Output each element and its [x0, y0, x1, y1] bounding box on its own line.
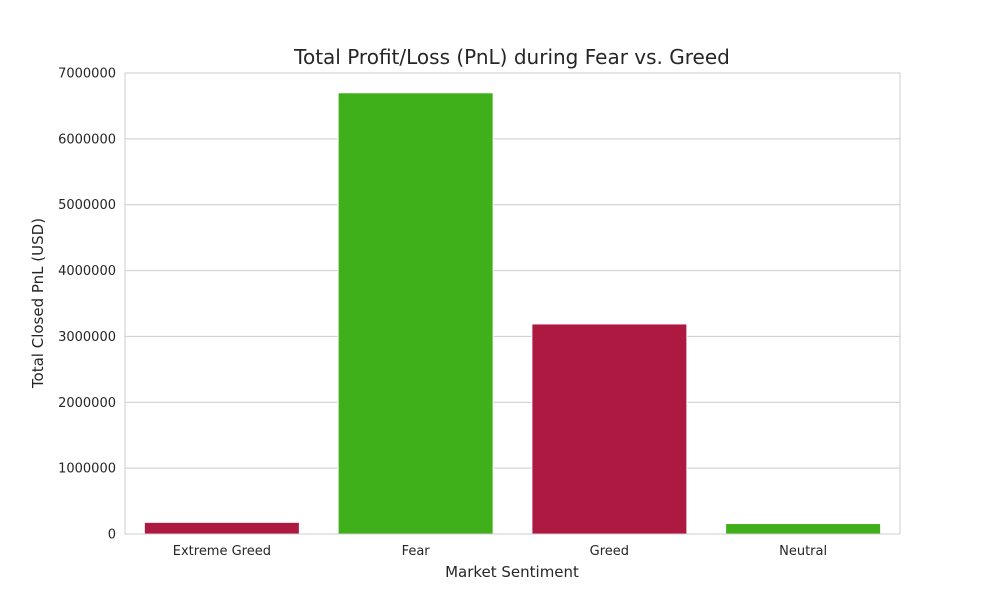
bar-fear — [337, 92, 494, 535]
y-tick-label: 3000000 — [58, 330, 116, 345]
y-tick-label: 5000000 — [58, 198, 116, 213]
bars-layer — [143, 92, 882, 535]
x-tick-label: Fear — [402, 544, 431, 559]
x-axis-ticks: Extreme Greed Fear Greed Neutral — [173, 544, 827, 559]
x-tick-label: Neutral — [779, 544, 827, 559]
y-axis-ticks: 0 1000000 2000000 3000000 4000000 5000000 6000… — [58, 67, 116, 543]
y-tick-label: 7000000 — [58, 67, 116, 82]
plot-frame — [124, 72, 901, 535]
y-tick-label: 1000000 — [58, 462, 116, 477]
y-tick-label: 4000000 — [58, 264, 116, 279]
chart-title: Total Profit/Loss (PnL) during Fear vs. … — [293, 45, 730, 69]
grid-layer — [125, 72, 900, 535]
bar-greed — [531, 323, 688, 535]
bar-extreme-greed — [143, 521, 300, 535]
y-tick-label: 0 — [108, 528, 116, 543]
y-axis-label: Total Closed PnL (USD) — [29, 218, 47, 389]
bar-neutral — [725, 523, 882, 535]
x-tick-label: Greed — [590, 544, 629, 559]
x-tick-label: Extreme Greed — [173, 544, 271, 559]
x-axis-label: Market Sentiment — [445, 563, 579, 581]
y-tick-label: 2000000 — [58, 396, 116, 411]
y-tick-label: 6000000 — [58, 132, 116, 147]
